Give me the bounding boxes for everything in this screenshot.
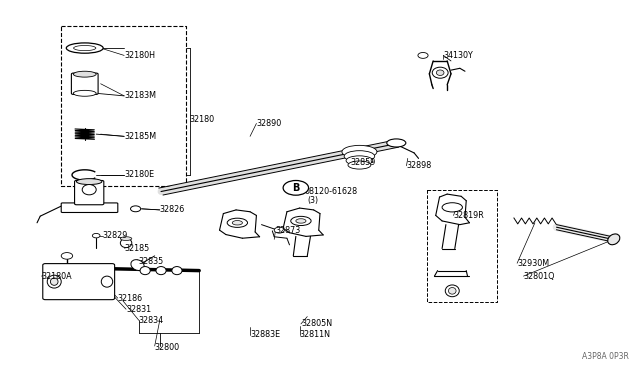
Ellipse shape xyxy=(608,234,620,245)
Ellipse shape xyxy=(76,179,102,185)
Text: A3P8A 0P3R: A3P8A 0P3R xyxy=(582,352,628,361)
FancyBboxPatch shape xyxy=(43,264,115,300)
Ellipse shape xyxy=(172,267,182,275)
Text: 08120-61628: 08120-61628 xyxy=(304,187,357,196)
FancyBboxPatch shape xyxy=(61,203,118,212)
Text: 32859: 32859 xyxy=(351,158,376,167)
Text: 32805N: 32805N xyxy=(301,320,332,328)
Circle shape xyxy=(131,206,141,212)
Text: (3): (3) xyxy=(307,196,319,205)
Ellipse shape xyxy=(348,161,371,169)
Circle shape xyxy=(418,52,428,58)
FancyBboxPatch shape xyxy=(72,73,98,94)
Ellipse shape xyxy=(232,221,243,225)
Text: 32835: 32835 xyxy=(139,257,164,266)
Text: 32898: 32898 xyxy=(406,161,432,170)
Text: 32186: 32186 xyxy=(118,294,143,303)
Ellipse shape xyxy=(74,90,96,96)
Ellipse shape xyxy=(342,145,377,158)
Text: 34130Y: 34130Y xyxy=(444,51,473,60)
Ellipse shape xyxy=(74,71,96,77)
Circle shape xyxy=(61,253,73,259)
Ellipse shape xyxy=(445,285,460,297)
Ellipse shape xyxy=(449,288,456,294)
Text: 32873: 32873 xyxy=(275,226,301,235)
Ellipse shape xyxy=(51,278,58,285)
Ellipse shape xyxy=(227,218,248,227)
Ellipse shape xyxy=(140,267,150,275)
Ellipse shape xyxy=(120,238,132,248)
Ellipse shape xyxy=(346,156,372,166)
Ellipse shape xyxy=(82,185,96,195)
Ellipse shape xyxy=(47,275,61,288)
Text: 32883E: 32883E xyxy=(250,330,280,340)
Text: 32185M: 32185M xyxy=(124,132,156,141)
Ellipse shape xyxy=(101,276,113,287)
Text: 32831: 32831 xyxy=(126,305,151,314)
Ellipse shape xyxy=(74,45,96,51)
Text: 32829: 32829 xyxy=(102,231,128,240)
Text: 32834: 32834 xyxy=(139,316,164,325)
Ellipse shape xyxy=(344,151,374,162)
Text: 32180A: 32180A xyxy=(42,272,72,280)
Ellipse shape xyxy=(131,260,144,270)
Ellipse shape xyxy=(67,43,103,53)
Circle shape xyxy=(92,234,100,238)
Text: 32180: 32180 xyxy=(189,115,215,124)
Text: 32890: 32890 xyxy=(257,119,282,128)
Circle shape xyxy=(283,180,308,195)
Text: 32185: 32185 xyxy=(125,244,150,253)
Ellipse shape xyxy=(387,139,406,147)
Text: 32819R: 32819R xyxy=(454,211,484,220)
Ellipse shape xyxy=(274,227,284,233)
Ellipse shape xyxy=(291,217,311,225)
Ellipse shape xyxy=(296,219,306,223)
Text: 32180H: 32180H xyxy=(124,51,155,60)
Text: 32811N: 32811N xyxy=(300,330,331,340)
Text: 32800: 32800 xyxy=(155,343,180,352)
Text: 32183M: 32183M xyxy=(124,92,156,100)
Text: B: B xyxy=(292,183,300,193)
Text: 32930M: 32930M xyxy=(517,259,549,268)
Ellipse shape xyxy=(156,267,166,275)
Text: 32826: 32826 xyxy=(160,205,185,214)
Circle shape xyxy=(64,270,70,274)
Text: 32180E: 32180E xyxy=(124,170,154,179)
Ellipse shape xyxy=(120,237,132,240)
Ellipse shape xyxy=(442,203,463,212)
FancyBboxPatch shape xyxy=(75,180,104,205)
Ellipse shape xyxy=(432,67,448,78)
Text: 32801Q: 32801Q xyxy=(524,272,555,280)
Ellipse shape xyxy=(436,70,444,76)
